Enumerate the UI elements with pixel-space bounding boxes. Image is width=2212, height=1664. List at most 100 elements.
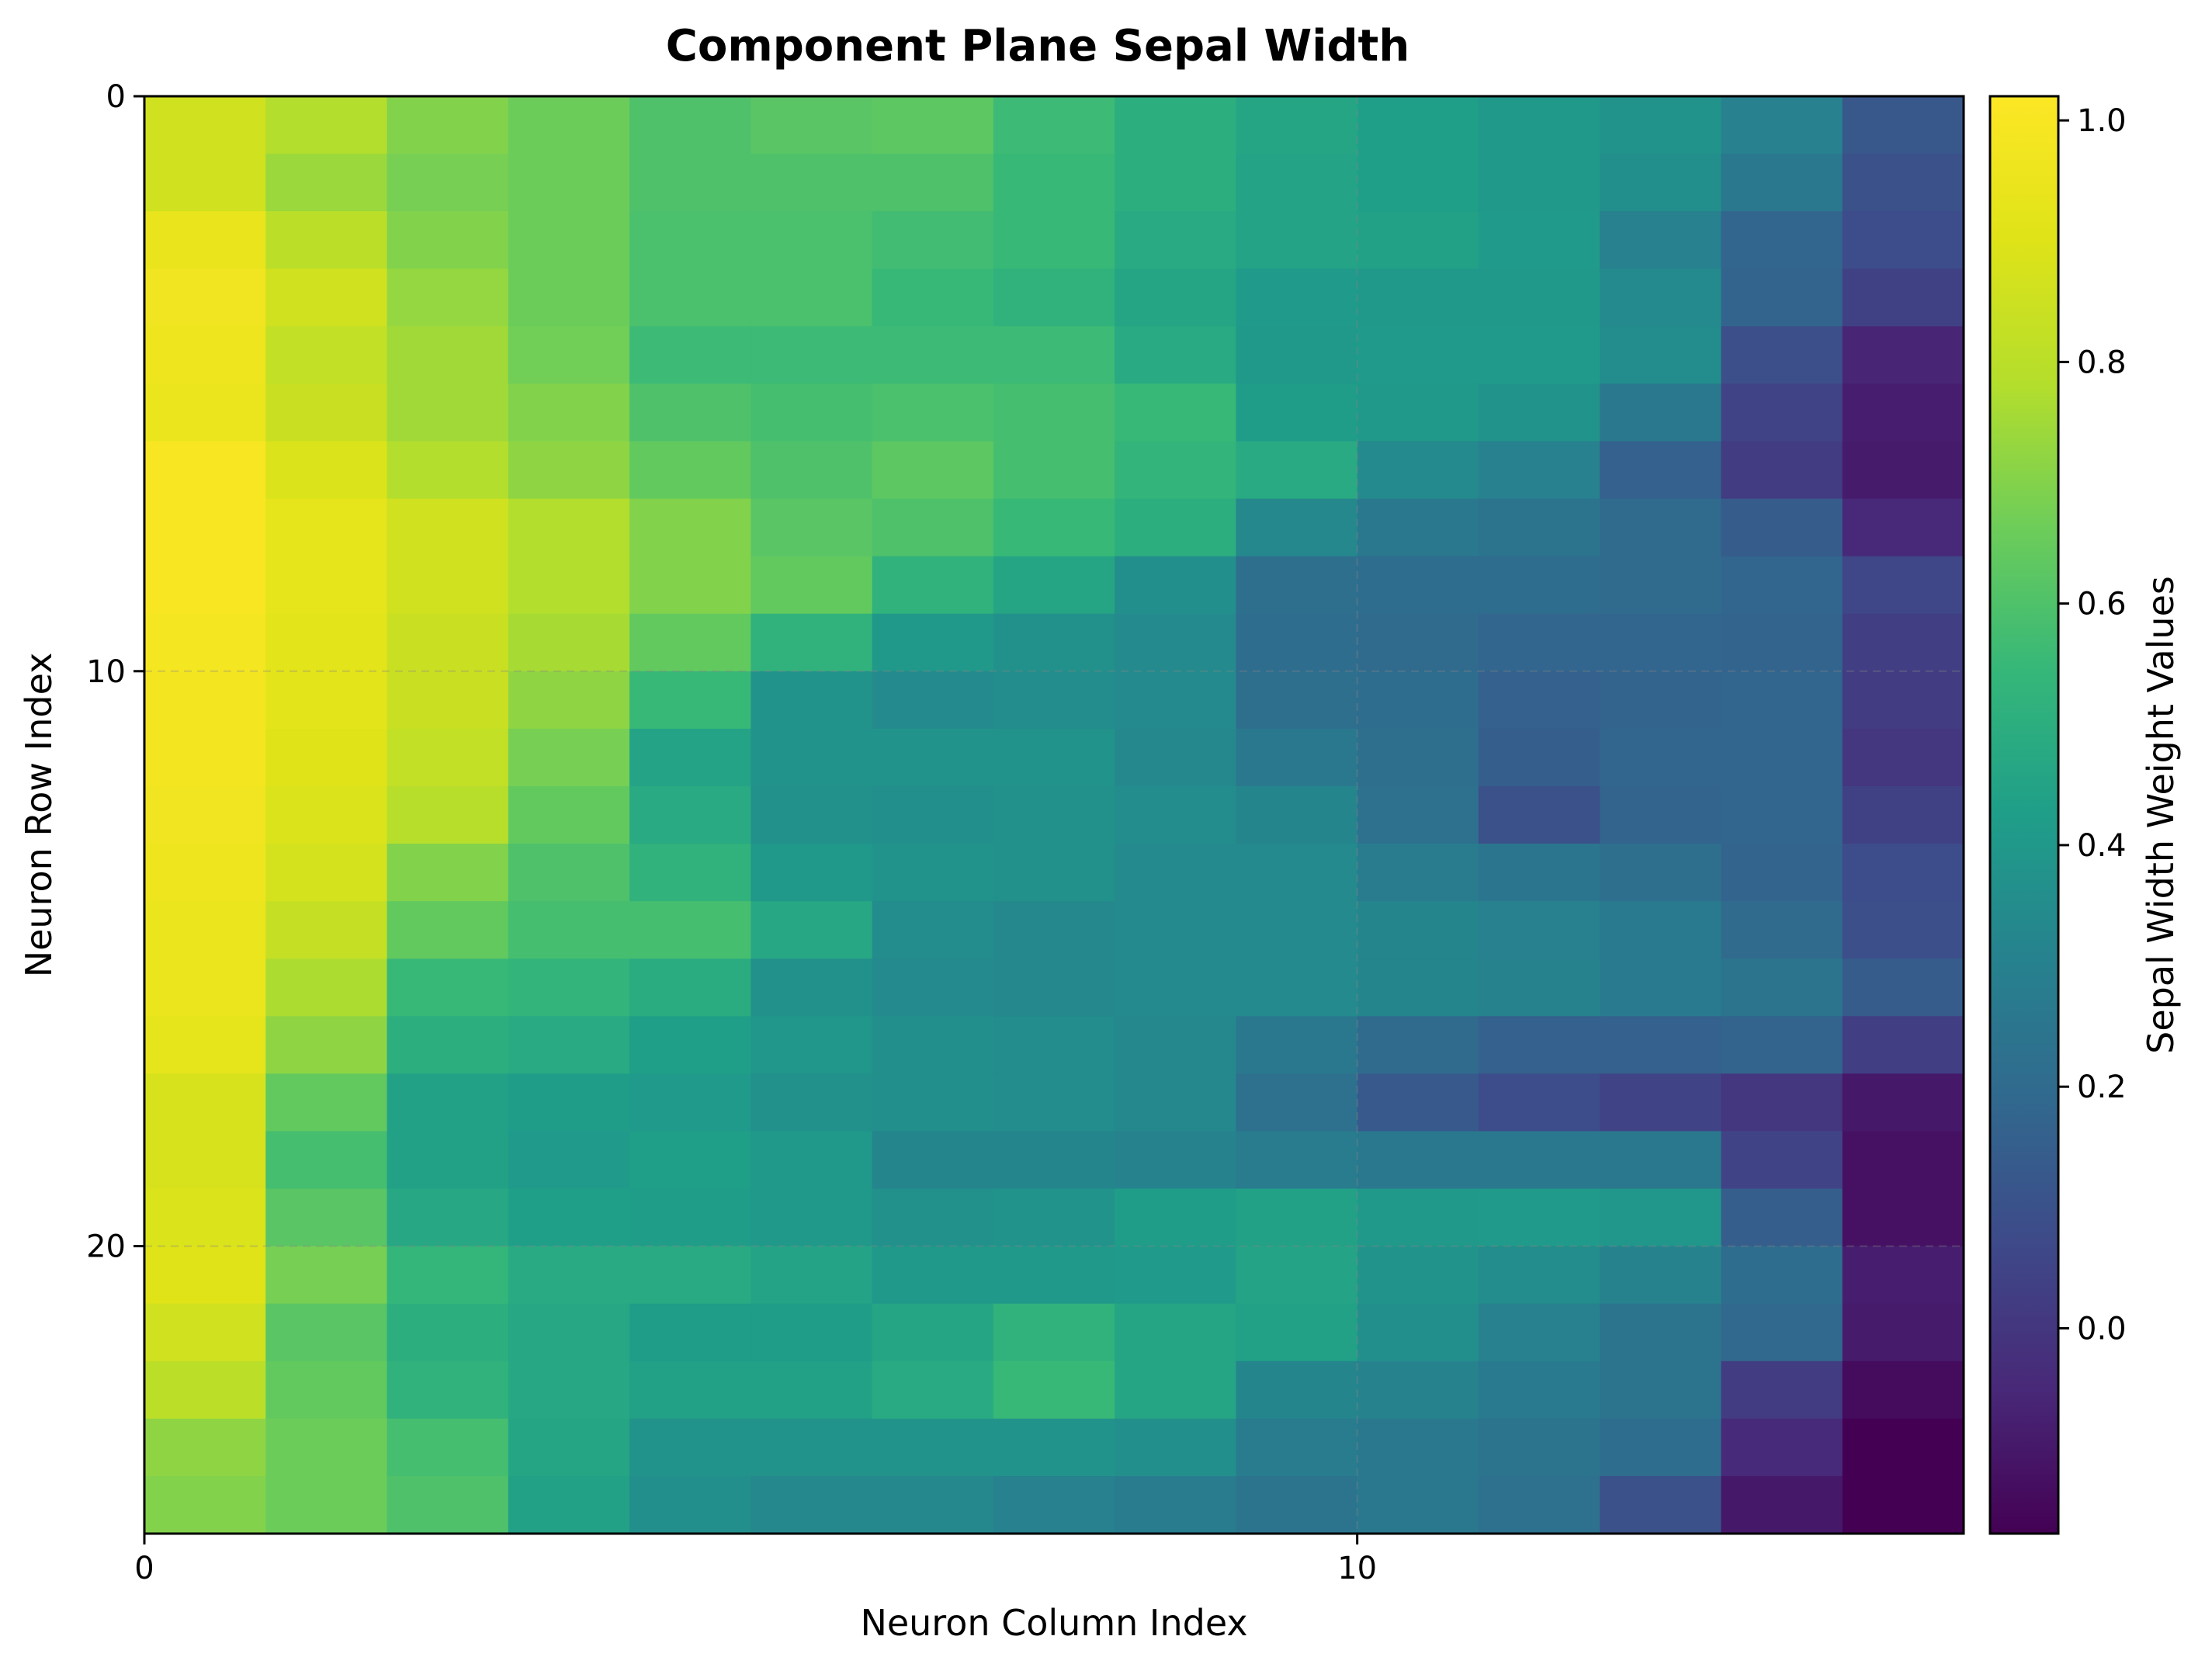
heatmap-cell	[751, 154, 873, 212]
heatmap-cell	[872, 556, 994, 615]
heatmap-cell	[1600, 728, 1722, 787]
heatmap-cell	[265, 1475, 388, 1534]
heatmap-cell	[1236, 1188, 1358, 1247]
heatmap-cell	[1115, 96, 1236, 154]
heatmap-cell	[629, 1016, 751, 1074]
heatmap-cell	[1478, 1303, 1600, 1362]
heatmap-cell	[1478, 1418, 1600, 1477]
heatmap-cell	[629, 1246, 751, 1305]
heatmap-cell	[387, 1303, 509, 1362]
heatmap-cell	[387, 959, 509, 1017]
heatmap-cell	[872, 1361, 994, 1420]
heatmap-cell	[1478, 728, 1600, 787]
heatmap-cell	[144, 211, 266, 269]
heatmap-cell	[1115, 498, 1236, 557]
heatmap-cell	[1236, 498, 1358, 557]
heatmap-cell	[508, 1475, 630, 1534]
heatmap-cell	[508, 1131, 630, 1190]
heatmap-cell	[1478, 1016, 1600, 1074]
heatmap-cell	[629, 1131, 751, 1190]
heatmap-cell	[1842, 154, 1964, 212]
heatmap-cell	[629, 556, 751, 615]
heatmap-cell	[751, 96, 873, 154]
heatmap-cell	[872, 326, 994, 384]
heatmap-cell	[387, 1016, 509, 1074]
heatmap-cell	[1357, 1246, 1479, 1305]
heatmap-cell	[265, 383, 388, 442]
heatmap-cell	[1842, 728, 1964, 787]
heatmap-cell	[265, 1303, 388, 1362]
heatmap-cell	[1600, 613, 1722, 672]
heatmap-cell	[144, 498, 266, 557]
heatmap-cell	[751, 1073, 873, 1132]
heatmap-cell	[1357, 785, 1479, 844]
heatmap-cell	[1236, 326, 1358, 384]
y-axis-ticks: 0 10 20	[86, 79, 144, 1265]
heatmap-cell	[1721, 671, 1843, 730]
heatmap-cell	[1357, 498, 1479, 557]
heatmap-cell	[144, 1418, 266, 1477]
heatmap-cell	[993, 728, 1115, 787]
heatmap-cell	[1478, 613, 1600, 672]
heatmap-cell	[629, 211, 751, 269]
heatmap-cell	[1236, 556, 1358, 615]
heatmap-cell	[1842, 556, 1964, 615]
heatmap-cell	[993, 1188, 1115, 1247]
x-axis-ticks: 0 10	[134, 1534, 1377, 1586]
heatmap-cell	[1115, 1073, 1236, 1132]
heatmap-cell	[1721, 613, 1843, 672]
colorbar-tick-label: 0.0	[2077, 1311, 2127, 1347]
heatmap-cell	[1721, 383, 1843, 442]
heatmap-cell	[629, 154, 751, 212]
heatmap-cell	[265, 901, 388, 959]
heatmap-cell	[751, 959, 873, 1017]
heatmap-cell	[1600, 844, 1722, 902]
heatmap-cell	[629, 671, 751, 730]
heatmap-cell	[993, 785, 1115, 844]
heatmap-cell	[629, 844, 751, 902]
heatmap-cell	[629, 1475, 751, 1534]
heatmap-cell	[1115, 1303, 1236, 1362]
heatmap-cell	[629, 1418, 751, 1477]
heatmap-cell	[1357, 154, 1479, 212]
heatmap-cell	[1357, 1475, 1479, 1534]
heatmap-cell	[872, 959, 994, 1017]
heatmap-cell	[872, 1131, 994, 1190]
heatmap-cell	[144, 1361, 266, 1420]
heatmap-cell	[387, 785, 509, 844]
heatmap-cell	[1842, 498, 1964, 557]
heatmap-cell	[872, 785, 994, 844]
heatmap-cell	[751, 269, 873, 327]
heatmap-cell	[1600, 901, 1722, 959]
heatmap-cell	[751, 844, 873, 902]
heatmap-cell	[1357, 326, 1479, 384]
heatmap-cell	[1357, 1418, 1479, 1477]
heatmap-cell	[508, 1246, 630, 1305]
heatmap-cell	[508, 269, 630, 327]
heatmap-cell	[751, 1188, 873, 1247]
heatmap-cell	[1357, 671, 1479, 730]
heatmap-cell	[508, 785, 630, 844]
heatmap-cell	[387, 96, 509, 154]
heatmap-cell	[1478, 1475, 1600, 1534]
heatmap-cell	[993, 844, 1115, 902]
heatmap-cell	[629, 498, 751, 557]
heatmap-cell	[872, 154, 994, 212]
heatmap-cell	[265, 556, 388, 615]
heatmap-cell	[993, 211, 1115, 269]
heatmap-cell	[1842, 671, 1964, 730]
heatmap-cell	[1721, 326, 1843, 384]
heatmap-cell	[265, 1188, 388, 1247]
heatmap-cell	[265, 728, 388, 787]
heatmap-cell	[751, 383, 873, 442]
heatmap-cell	[1478, 844, 1600, 902]
heatmap-cell	[265, 671, 388, 730]
heatmap-cell	[993, 556, 1115, 615]
heatmap-cell	[265, 326, 388, 384]
heatmap-cell	[144, 728, 266, 787]
heatmap-cell	[1236, 844, 1358, 902]
heatmap-cell	[1478, 326, 1600, 384]
heatmap-cell	[1600, 556, 1722, 615]
heatmap-cell	[387, 154, 509, 212]
heatmap-cell	[1842, 383, 1964, 442]
